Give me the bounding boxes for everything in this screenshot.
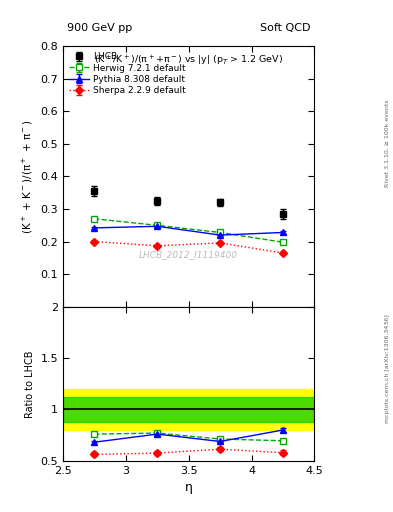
Text: 900 GeV pp: 900 GeV pp xyxy=(67,23,132,33)
Text: LHCB_2012_I1119400: LHCB_2012_I1119400 xyxy=(139,250,238,259)
Bar xyxy=(63,389,314,430)
Text: Soft QCD: Soft QCD xyxy=(260,23,310,33)
Text: Rivet 3.1.10, ≥ 100k events: Rivet 3.1.10, ≥ 100k events xyxy=(385,99,389,187)
Y-axis label: (K$^+$ + K$^-$)/(π$^+$ + π$^-$): (K$^+$ + K$^-$)/(π$^+$ + π$^-$) xyxy=(20,119,35,234)
Text: (K$^+$/K$^+$)/(π$^+$+π$^-$) vs |y| (p$_T$ > 1.2 GeV): (K$^+$/K$^+$)/(π$^+$+π$^-$) vs |y| (p$_T… xyxy=(94,54,283,68)
Legend: LHCB, Herwig 7.2.1 default, Pythia 8.308 default, Sherpa 2.2.9 default: LHCB, Herwig 7.2.1 default, Pythia 8.308… xyxy=(67,51,187,97)
Bar xyxy=(63,397,314,422)
Y-axis label: Ratio to LHCB: Ratio to LHCB xyxy=(25,350,35,417)
X-axis label: η: η xyxy=(185,481,193,494)
Text: mcplots.cern.ch [arXiv:1306.3436]: mcplots.cern.ch [arXiv:1306.3436] xyxy=(385,314,389,423)
